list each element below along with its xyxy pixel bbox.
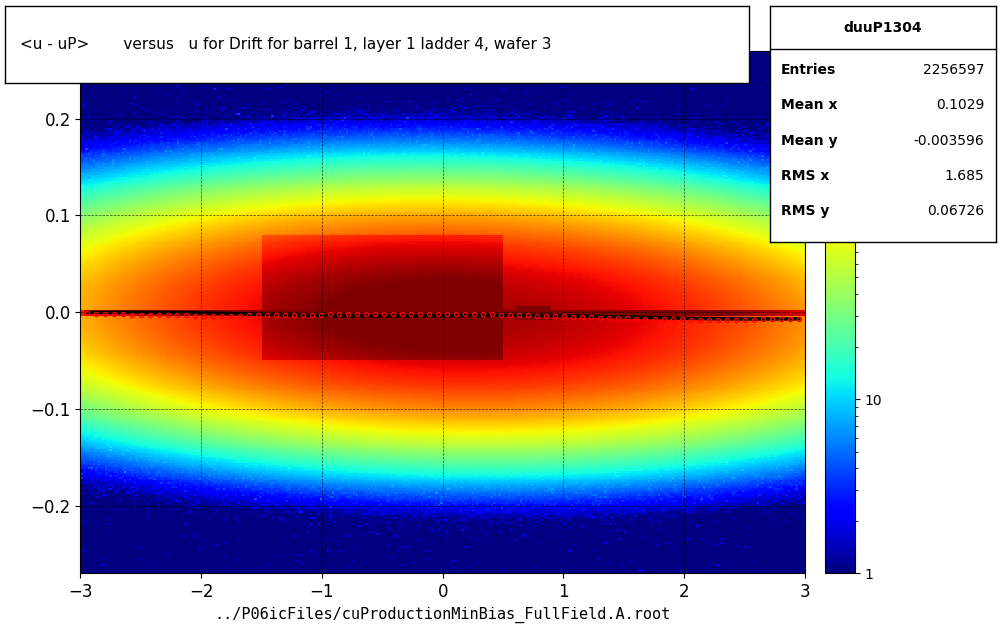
Text: 2256597: 2256597	[924, 63, 985, 77]
X-axis label: ../P06icFiles/cuProductionMinBias_FullField.A.root: ../P06icFiles/cuProductionMinBias_FullFi…	[214, 606, 671, 623]
Text: 0.1029: 0.1029	[937, 98, 985, 112]
Text: Mean y: Mean y	[781, 134, 837, 148]
Text: Entries: Entries	[781, 63, 836, 77]
Text: -0.003596: -0.003596	[913, 134, 985, 148]
Text: Mean x: Mean x	[781, 98, 837, 112]
Text: 0.06726: 0.06726	[928, 204, 985, 218]
Text: duuP1304: duuP1304	[843, 20, 923, 34]
Text: RMS x: RMS x	[781, 169, 829, 183]
Text: RMS y: RMS y	[781, 204, 829, 218]
Text: 1.685: 1.685	[945, 169, 985, 183]
Text: <u - uP>       versus   u for Drift for barrel 1, layer 1 ladder 4, wafer 3: <u - uP> versus u for Drift for barrel 1…	[20, 37, 551, 52]
